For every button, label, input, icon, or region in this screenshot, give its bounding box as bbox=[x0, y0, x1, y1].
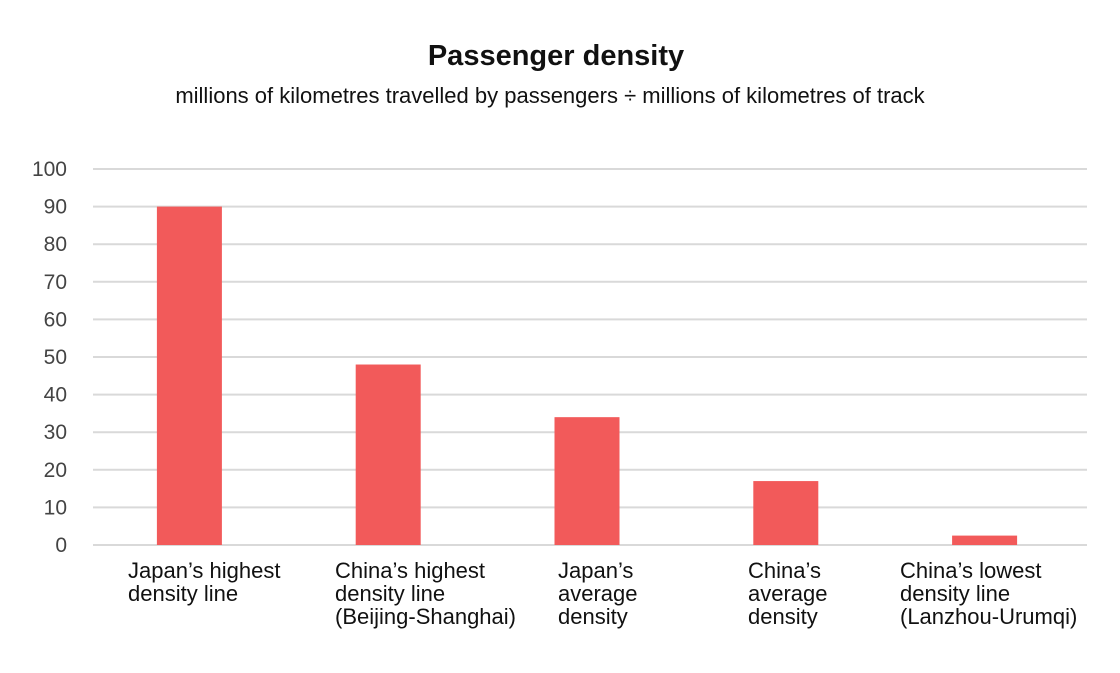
bar bbox=[952, 535, 1018, 545]
x-category-label: China’s average density bbox=[748, 558, 828, 629]
y-tick-label: 0 bbox=[55, 534, 67, 557]
x-category-label-line: (Lanzhou-Urumqi) bbox=[900, 604, 1077, 629]
y-axis-ticks: 0 10 20 30 40 50 60 70 80 90 100 bbox=[32, 158, 67, 557]
y-tick-label: 20 bbox=[44, 459, 67, 482]
x-category-label-line: China’s highest bbox=[335, 558, 485, 583]
y-tick-label: 10 bbox=[44, 496, 67, 519]
x-category-label-line: density line bbox=[900, 581, 1010, 606]
x-category-label: Japan’s highest density line bbox=[128, 558, 281, 606]
x-category-label: China’s highest density line (Beijing-Shan… bbox=[335, 558, 516, 629]
y-tick-label: 70 bbox=[44, 271, 67, 294]
bar bbox=[554, 417, 620, 545]
y-tick-label: 50 bbox=[44, 346, 67, 369]
x-category-label: China’s lowest density line (Lanzhou-Urumq… bbox=[900, 558, 1077, 629]
y-tick-label: 40 bbox=[44, 384, 67, 407]
bars bbox=[156, 206, 1018, 545]
y-tick-label: 80 bbox=[44, 233, 67, 256]
chart-title: Passenger density bbox=[427, 40, 685, 72]
x-category-label-line: density bbox=[748, 604, 818, 629]
gridlines bbox=[93, 168, 1087, 546]
x-category-label-line: density bbox=[558, 604, 628, 629]
y-tick-label: 100 bbox=[32, 158, 67, 181]
x-category-label-line: (Beijing-Shanghai) bbox=[335, 604, 516, 629]
chart-subtitle: millions of kilometres travelled by pass… bbox=[175, 83, 925, 108]
x-category-label-line: average bbox=[748, 581, 828, 606]
x-category-label-line: Japan’s bbox=[558, 558, 633, 583]
y-tick-label: 90 bbox=[44, 196, 67, 219]
x-category-label-line: average bbox=[558, 581, 638, 606]
x-category-label-line: China’s lowest bbox=[900, 558, 1041, 583]
bar bbox=[753, 481, 819, 545]
y-tick-label: 60 bbox=[44, 308, 67, 331]
x-category-label-line: density line bbox=[335, 581, 445, 606]
bar bbox=[355, 364, 421, 545]
x-category-label-line: Japan’s highest bbox=[128, 558, 281, 583]
x-category-label: Japan’s average density bbox=[558, 558, 638, 629]
x-category-label-line: China’s bbox=[748, 558, 821, 583]
y-tick-label: 30 bbox=[44, 421, 67, 444]
bar bbox=[156, 206, 222, 545]
x-category-label-line: density line bbox=[128, 581, 238, 606]
